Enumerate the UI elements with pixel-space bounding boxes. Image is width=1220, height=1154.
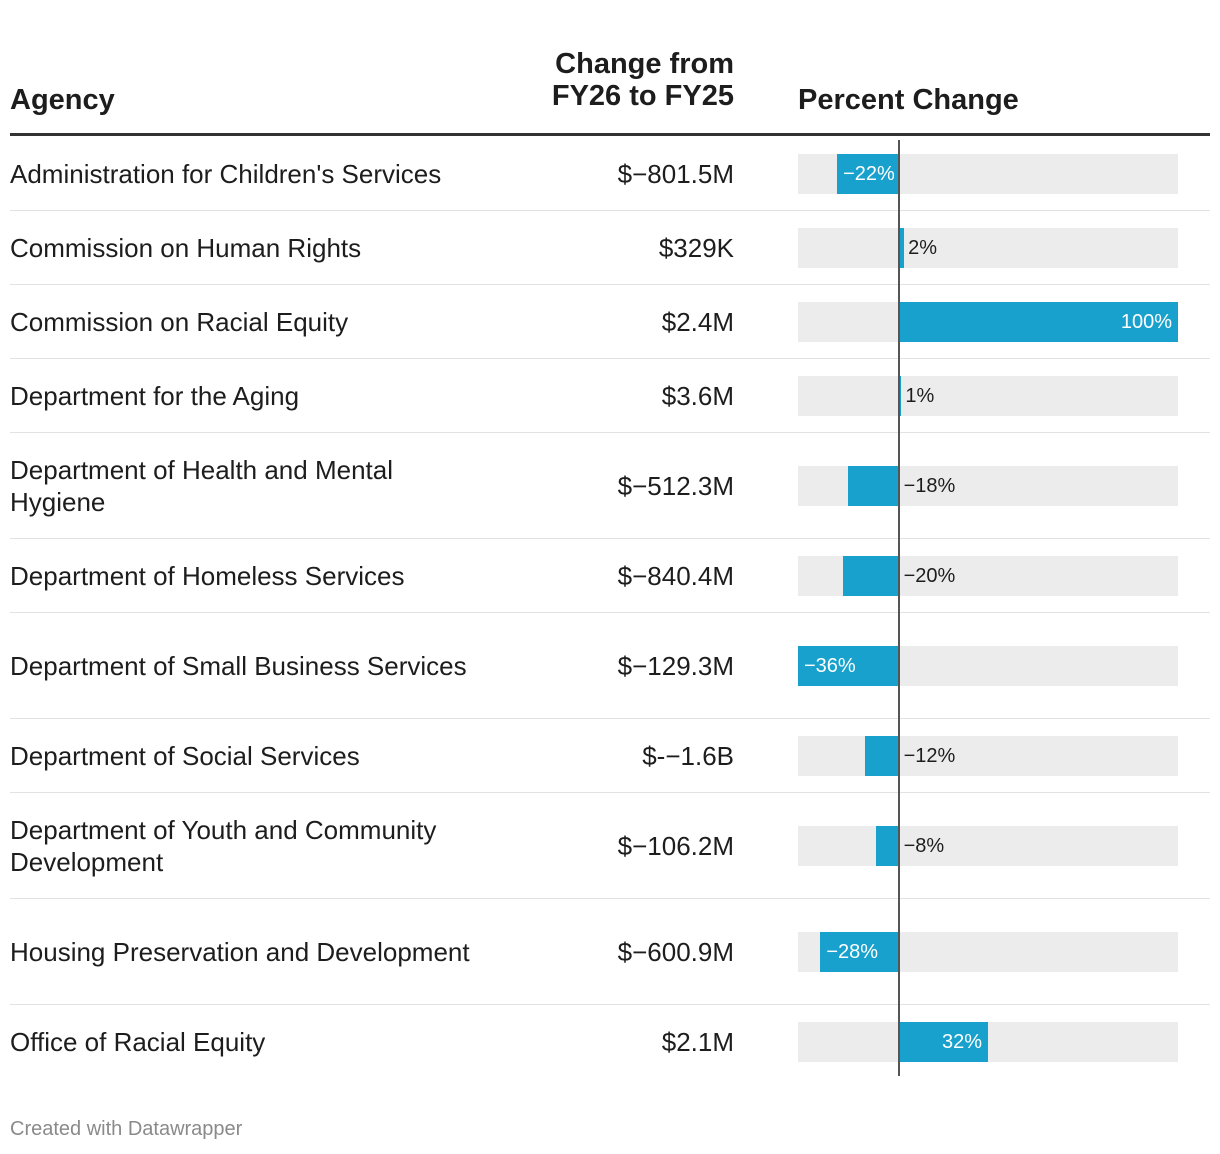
bar-track: 1%: [798, 376, 1178, 416]
percent-bar: [837, 154, 899, 194]
percent-label: −18%: [903, 475, 956, 497]
table-row: Department of Small Business Services $−1…: [10, 613, 1210, 719]
change-value: $329K: [658, 233, 734, 263]
percent-label: 100%: [1120, 311, 1172, 333]
change-value: $−106.2M: [617, 831, 734, 861]
row-divider: [10, 284, 1210, 285]
agency-name: Department for the Aging: [10, 381, 300, 411]
change-value: $−129.3M: [617, 651, 734, 681]
row-divider: [10, 612, 1210, 613]
agency-name: Housing Preservation and Development: [10, 937, 470, 967]
percent-label: −8%: [903, 835, 945, 857]
percent-bar: [898, 302, 1178, 342]
table-row: Office of Racial Equity $2.1M 32%: [10, 1005, 1210, 1079]
agency-name: Administration for Children's Services: [10, 159, 442, 189]
percent-bar: [848, 466, 899, 506]
change-value: $−512.3M: [617, 471, 734, 501]
row-divider: [10, 792, 1210, 793]
percent-label: 2%: [908, 237, 938, 259]
agency-name: Department of Youth and Community Develo…: [10, 815, 437, 877]
header-change: Change from FY26 to FY25: [480, 48, 734, 112]
change-value: $2.1M: [661, 1027, 734, 1057]
change-value: $−840.4M: [617, 561, 734, 591]
table-row: Commission on Racial Equity $2.4M 100%: [10, 285, 1210, 359]
bar-track: −18%: [798, 466, 1178, 506]
agency-name: Office of Racial Equity: [10, 1027, 266, 1057]
header-change-line-1: Change from: [555, 48, 734, 80]
row-divider: [10, 432, 1210, 433]
percent-label: −12%: [903, 745, 956, 767]
percent-bar: [898, 228, 905, 268]
table-row: Housing Preservation and Development $−60…: [10, 899, 1210, 1005]
percent-label: 1%: [905, 385, 935, 407]
row-divider: [10, 358, 1210, 359]
bar-track: 32%: [798, 1022, 1178, 1062]
table-row: Department of Social Services $-−1.6B −12%: [10, 719, 1210, 793]
bar-track: 100%: [798, 302, 1178, 342]
header-percent-change: Percent Change: [798, 84, 1019, 116]
percent-label: −28%: [826, 941, 879, 963]
agency-name: Department of Homeless Services: [10, 561, 405, 591]
bar-track: −28%: [798, 932, 1178, 972]
change-value: $−600.9M: [617, 937, 734, 967]
header-agency: Agency: [10, 84, 115, 116]
zero-line: [897, 140, 900, 1076]
footer-credit: Created with Datawrapper: [10, 1118, 243, 1140]
agency-name: Department of Social Services: [10, 741, 360, 771]
percent-bar: [820, 932, 899, 972]
percent-bar: [842, 556, 899, 596]
bar-track: −8%: [798, 826, 1178, 866]
bar-track: −22%: [798, 154, 1178, 194]
table-row: Department for the Aging $3.6M 1%: [10, 359, 1210, 433]
agency-name: Department of Health and Mental Hygiene: [10, 455, 393, 517]
table-row: Department of Health and Mental Hygiene $…: [10, 433, 1210, 539]
percent-bar: [876, 826, 899, 866]
table-row: Department of Homeless Services $−840.4M −…: [10, 539, 1210, 613]
change-value: $-−1.6B: [642, 741, 734, 771]
percent-label: −20%: [903, 565, 956, 587]
bar-track: 2%: [798, 228, 1178, 268]
change-value: $3.6M: [661, 381, 734, 411]
percent-bar: [865, 736, 899, 776]
percent-label: 32%: [941, 1031, 982, 1053]
table-row: Commission on Human Rights $329K 2%: [10, 211, 1210, 285]
agency-name: Department of Small Business Services: [10, 651, 467, 681]
agency-name: Commission on Racial Equity: [10, 307, 349, 337]
header-change-line-2: FY26 to FY25: [551, 80, 734, 112]
percent-bar: [798, 646, 899, 686]
agency-name: Commission on Human Rights: [10, 233, 362, 263]
row-divider: [10, 1004, 1210, 1005]
table-row: Administration for Children's Services $−…: [10, 137, 1210, 211]
row-divider: [10, 538, 1210, 539]
row-divider: [10, 210, 1210, 211]
percent-label: −22%: [843, 163, 895, 185]
header-rule: [10, 133, 1210, 136]
change-value: $2.4M: [661, 307, 734, 337]
row-divider: [10, 718, 1210, 719]
table-row: Department of Youth and Community Develo…: [10, 793, 1210, 899]
percent-label: −36%: [804, 655, 856, 677]
bar-track: −36%: [798, 646, 1178, 686]
percent-bar: [898, 1022, 988, 1062]
bar-track: −12%: [798, 736, 1178, 776]
change-value: $−801.5M: [617, 159, 734, 189]
percent-bar: [898, 376, 902, 416]
row-divider: [10, 898, 1210, 899]
bar-track: −20%: [798, 556, 1178, 596]
